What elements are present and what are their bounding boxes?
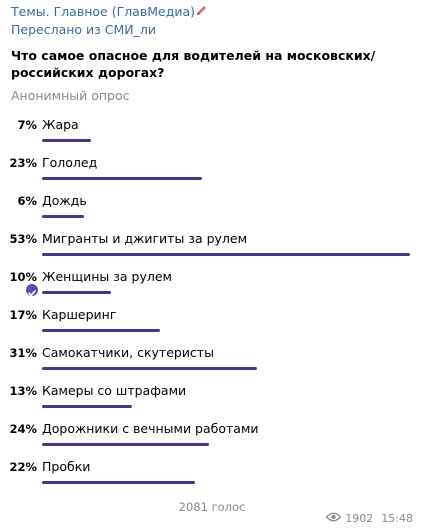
option-percent: 13% [9,384,37,398]
poll-option[interactable]: 31% Самокатчики, скутеристы [0,345,424,381]
option-percent: 53% [9,232,37,246]
option-bar [42,405,132,408]
option-bar [42,443,209,446]
pen-icon [196,5,207,21]
option-bar [42,177,202,180]
option-percent: 6% [17,194,37,208]
message-time: 15:48 [381,512,413,525]
option-percent: 23% [9,156,37,170]
option-label: Самокатчики, скутеристы [42,345,214,360]
channel-name[interactable]: Темы. Главное (ГлавМедиа) [11,4,195,19]
option-label: Женщины за рулем [42,269,172,284]
poll-option[interactable]: 17% Каршеринг [0,307,424,343]
option-percent: 17% [9,308,37,322]
channel-title-row[interactable]: Темы. Главное (ГлавМедиа) [11,4,418,21]
option-percent: 24% [9,422,37,436]
option-bar [42,215,84,218]
option-label: Мигранты и джигиты за рулем [42,231,248,246]
option-percent: 10% [9,270,37,284]
option-percent: 22% [9,460,37,474]
option-label: Дождь [42,193,87,208]
poll-option[interactable]: 6% Дождь [0,193,424,229]
option-bar [42,139,91,142]
option-label: Камеры со штрафами [42,383,187,398]
option-label: Гололед [42,155,98,170]
poll-option[interactable]: 24% Дорожники с вечными работами [0,421,424,457]
poll-option[interactable]: 23% Гололед [0,155,424,191]
total-votes[interactable]: 2081 голос [178,500,246,514]
option-bar [42,329,160,332]
views-count: 1902 [345,512,374,525]
poll-option[interactable]: 13% Камеры со штрафами [0,383,424,419]
poll-type: Анонимный опрос [11,88,130,103]
option-bar [42,291,111,294]
option-bar [42,367,257,370]
poll-option[interactable]: 7% Жара [0,117,424,153]
option-percent: 7% [17,118,37,132]
option-percent: 31% [9,346,37,360]
option-label: Каршеринг [42,307,117,322]
option-label: Пробки [42,459,91,474]
poll-question: Что самое опасное для водителей на моско… [11,48,376,80]
message-meta: 1902 15:48 [325,512,413,525]
forwarded-from[interactable]: Переслано из СМИ_ли [11,22,157,37]
poll-option[interactable]: 10% Женщины за рулем [0,269,424,305]
message-header: Темы. Главное (ГлавМедиа) Переслано из С… [11,4,418,38]
option-bar [42,481,195,484]
eye-icon [325,512,342,525]
check-icon [26,284,38,297]
option-label: Дорожники с вечными работами [42,421,259,436]
poll-option[interactable]: 53% Мигранты и джигиты за рулем [0,231,424,267]
option-label: Жара [42,117,79,132]
option-bar [42,253,410,256]
poll-option[interactable]: 22% Пробки [0,459,424,495]
